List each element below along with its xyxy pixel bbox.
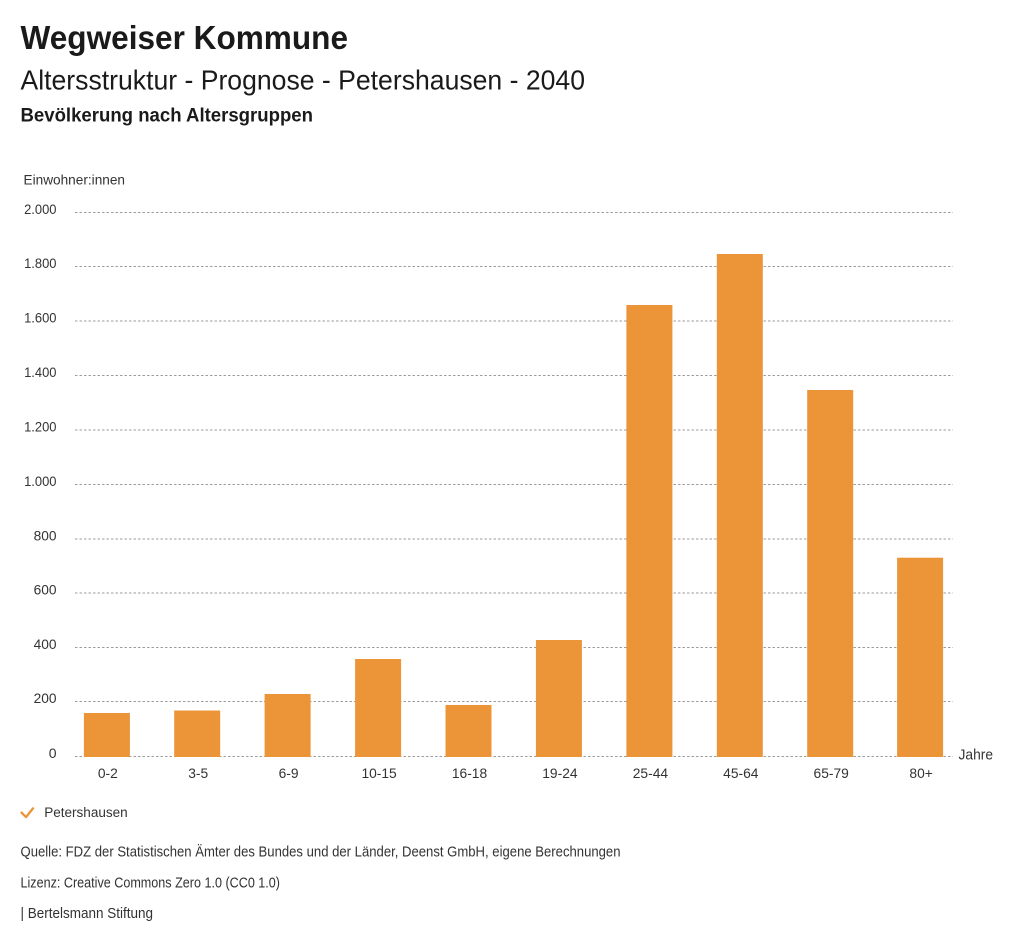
svg-text:1.800: 1.800	[24, 255, 57, 271]
svg-text:65-79: 65-79	[814, 766, 850, 781]
svg-text:1.000: 1.000	[24, 473, 57, 489]
svg-text:25-44: 25-44	[633, 766, 669, 781]
svg-text:Petershausen: Petershausen	[44, 805, 128, 821]
svg-text:400: 400	[34, 636, 57, 652]
svg-text:2.000: 2.000	[24, 201, 57, 217]
svg-text:0: 0	[49, 745, 57, 761]
svg-text:Wegweiser Kommune: Wegweiser Kommune	[21, 19, 349, 56]
svg-text:80+: 80+	[909, 766, 932, 781]
svg-text:Bevölkerung nach Altersgruppen: Bevölkerung nach Altersgruppen	[21, 106, 314, 127]
svg-text:1.400: 1.400	[24, 364, 57, 380]
svg-text:19-24: 19-24	[542, 766, 578, 781]
svg-text:Einwohner:innen: Einwohner:innen	[24, 172, 126, 188]
svg-text:Altersstruktur - Prognose - Pe: Altersstruktur - Prognose - Petershausen…	[21, 65, 586, 96]
svg-text:45-64: 45-64	[723, 766, 759, 781]
svg-text:Lizenz: Creative Commons Zero: Lizenz: Creative Commons Zero 1.0 (CC0 1…	[21, 875, 281, 891]
svg-text:6-9: 6-9	[279, 766, 299, 781]
svg-text:800: 800	[34, 528, 57, 544]
svg-text:Quelle: FDZ der Statistischen: Quelle: FDZ der Statistischen Ämter des …	[21, 844, 621, 861]
svg-text:Jahre: Jahre	[959, 748, 994, 764]
svg-text:10-15: 10-15	[361, 766, 397, 781]
svg-text:0-2: 0-2	[98, 766, 118, 781]
svg-text:3-5: 3-5	[188, 766, 208, 781]
svg-text:1.600: 1.600	[24, 310, 57, 326]
svg-text:600: 600	[34, 582, 57, 598]
svg-text:1.200: 1.200	[24, 419, 57, 435]
svg-text:| Bertelsmann Stiftung: | Bertelsmann Stiftung	[21, 906, 154, 922]
svg-text:200: 200	[34, 690, 57, 706]
svg-text:16-18: 16-18	[452, 766, 488, 781]
